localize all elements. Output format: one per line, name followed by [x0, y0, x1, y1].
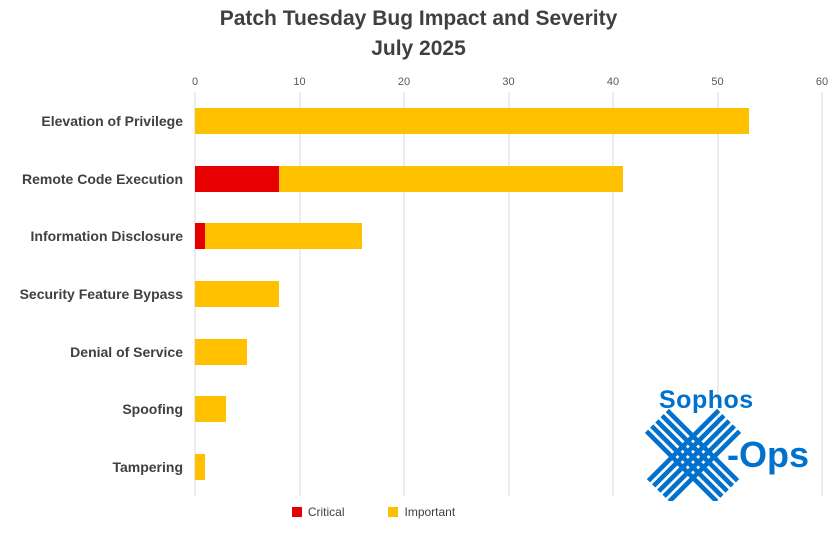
bar-track — [195, 107, 822, 134]
x-tick-label: 30 — [502, 76, 515, 88]
gridline — [612, 92, 614, 496]
legend-label: Critical — [307, 505, 345, 519]
bar-track — [195, 454, 822, 481]
bar-track — [195, 338, 822, 365]
category-label: Elevation of Privilege — [41, 112, 183, 129]
chart-title-line1: Patch Tuesday Bug Impact and Severity — [219, 7, 618, 30]
chart-row: Remote Code Execution — [22, 150, 822, 208]
chart-row: Tampering — [112, 438, 822, 496]
bar-track — [195, 165, 822, 192]
xops-x-icon — [645, 409, 741, 501]
category-label: Spoofing — [122, 401, 183, 418]
bar-segment-critical — [195, 165, 279, 192]
xops-row: -Ops — [645, 409, 815, 501]
sophos-xops-logo: Sophos — [645, 386, 815, 504]
chart-row: Elevation of Privilege — [41, 92, 822, 150]
bar-segment-important — [195, 454, 206, 481]
ops-wordmark: -Ops — [727, 434, 810, 475]
x-tick-label: 10 — [293, 76, 306, 88]
legend: Critical Important — [0, 496, 747, 528]
chart-row: Denial of Service — [70, 323, 822, 381]
chart-row: Spoofing — [122, 381, 822, 439]
category-label: Denial of Service — [70, 343, 183, 360]
chart-body: Elevation of Privilege Remote Code Execut… — [20, 92, 823, 496]
chart-title: Patch Tuesday Bug Impact and Severity Ju… — [0, 0, 837, 68]
legend-label: Important — [404, 505, 456, 519]
bar-track — [195, 223, 822, 250]
bar-segment-critical — [195, 223, 206, 250]
category-label: Security Feature Bypass — [19, 286, 183, 303]
bar-segment-important — [195, 107, 749, 134]
legend-swatch — [291, 507, 302, 517]
category-label: Tampering — [112, 459, 183, 476]
x-tick-label: 50 — [711, 76, 724, 88]
x-tick-label: 0 — [191, 76, 199, 88]
gridline — [299, 92, 300, 496]
legend-item-critical: Critical — [291, 505, 345, 519]
x-tick-label: 60 — [815, 76, 829, 88]
bar-segment-important — [205, 223, 363, 250]
sophos-wordmark: Sophos — [659, 386, 754, 414]
chart-row: Information Disclosure — [31, 207, 822, 265]
legend-item-important: Important — [388, 505, 455, 519]
bar-track — [195, 281, 822, 308]
bar-segment-important — [195, 281, 279, 308]
rows: Elevation of Privilege Remote Code Execut… — [20, 92, 822, 496]
chart-row: Security Feature Bypass — [20, 265, 822, 323]
gridline — [717, 92, 718, 496]
bar-track — [195, 396, 822, 423]
bar-segment-important — [195, 338, 248, 365]
gridline — [403, 92, 405, 496]
legend-swatch — [388, 507, 399, 517]
bar-segment-important — [195, 396, 227, 423]
x-tick-label: 20 — [397, 76, 411, 88]
category-label: Information Disclosure — [30, 228, 183, 245]
x-tick-label: 40 — [606, 76, 620, 88]
x-axis: 0 10 20 30 40 50 60 — [191, 68, 828, 92]
category-label: Remote Code Execution — [21, 170, 183, 187]
gridline — [508, 92, 509, 496]
bar-segment-important — [278, 165, 624, 192]
chart-title-line2: July 2025 — [371, 37, 466, 60]
gridline — [821, 92, 823, 496]
